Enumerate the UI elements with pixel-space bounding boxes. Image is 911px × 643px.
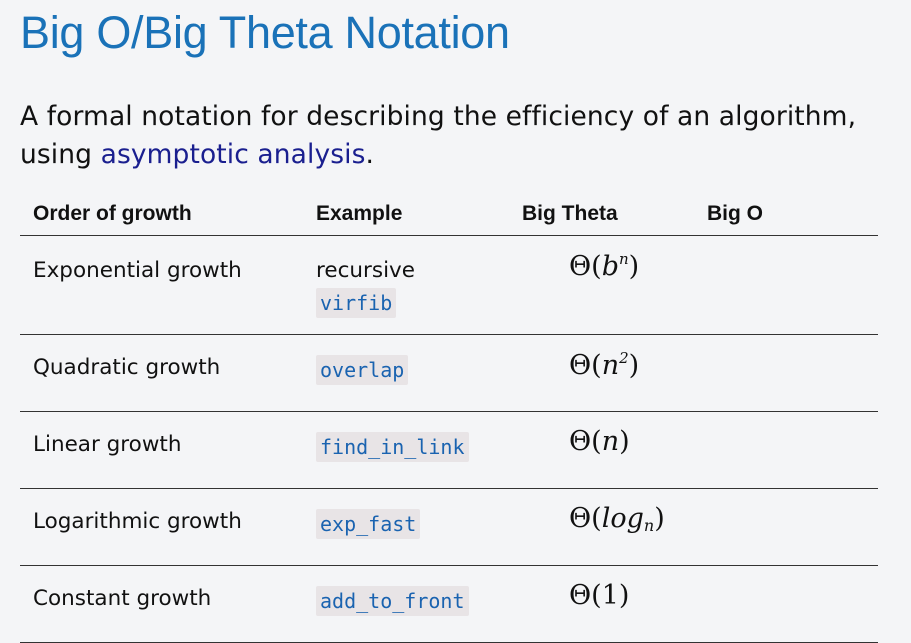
theta-close-paren: ) bbox=[628, 350, 640, 381]
intro-paragraph: A formal notation for describing the eff… bbox=[20, 98, 900, 174]
theta-symbol: Θ bbox=[569, 580, 592, 611]
table-row: Quadratic growth overlap Θ(n2) bbox=[20, 334, 878, 412]
order-cell: Logarithmic growth bbox=[20, 488, 303, 566]
table-row: Linear growth find_in_link Θ(n) bbox=[20, 411, 878, 489]
big-theta-cell: Θ(logn) bbox=[509, 488, 694, 566]
intro-text: A formal notation for describing the eff… bbox=[20, 101, 857, 170]
theta-close-paren: ) bbox=[619, 426, 630, 457]
header-example: Example bbox=[303, 192, 509, 236]
example-code: add_to_front bbox=[316, 586, 469, 616]
example-code: find_in_link bbox=[316, 432, 469, 462]
theta-open-paren: ( bbox=[591, 350, 602, 381]
order-cell: Constant growth bbox=[20, 565, 303, 643]
example-cell: exp_fast bbox=[303, 488, 509, 566]
big-theta-cell: Θ(n2) bbox=[509, 334, 694, 412]
theta-open-paren: ( bbox=[591, 503, 602, 534]
big-o-cell bbox=[694, 411, 878, 489]
theta-base: log bbox=[601, 503, 644, 534]
header-order: Order of growth bbox=[20, 192, 303, 236]
table-body: Exponential growth recursive virfib Θ(bn) Qu… bbox=[20, 235, 878, 643]
big-o-cell bbox=[694, 488, 878, 566]
theta-symbol: Θ bbox=[569, 251, 592, 282]
order-cell: Linear growth bbox=[20, 411, 303, 489]
theta-close-paren: ) bbox=[628, 251, 640, 282]
example-code: overlap bbox=[316, 355, 409, 385]
big-theta-cell: Θ(n) bbox=[509, 411, 694, 489]
big-o-cell bbox=[694, 565, 878, 643]
theta-superscript: n bbox=[618, 250, 629, 268]
example-code: virfib bbox=[316, 288, 397, 318]
theta-open-paren: ( bbox=[591, 251, 602, 282]
big-theta-cell: Θ(bn) bbox=[509, 235, 694, 335]
theta-base: n bbox=[601, 350, 620, 381]
theta-symbol: Θ bbox=[569, 350, 592, 381]
theta-open-paren: ( bbox=[591, 580, 602, 611]
table-row: Constant growth add_to_front Θ(1) bbox=[20, 565, 878, 643]
big-o-cell bbox=[694, 235, 878, 335]
example-cell: recursive virfib bbox=[303, 235, 509, 335]
theta-base: 1 bbox=[601, 580, 619, 611]
big-theta-cell: Θ(1) bbox=[509, 565, 694, 643]
header-big-o: Big O bbox=[694, 192, 878, 236]
intro-period: . bbox=[365, 139, 375, 170]
theta-close-paren: ) bbox=[618, 580, 630, 611]
table-header-row: Order of growth Example Big Theta Big O bbox=[20, 192, 878, 236]
table-row: Exponential growth recursive virfib Θ(bn) bbox=[20, 235, 878, 335]
theta-open-paren: ( bbox=[591, 426, 602, 457]
header-big-theta: Big Theta bbox=[509, 192, 694, 236]
theta-symbol: Θ bbox=[569, 503, 592, 534]
order-cell: Quadratic growth bbox=[20, 334, 303, 412]
theta-superscript: 2 bbox=[619, 349, 629, 367]
table-row: Logarithmic growth exp_fast Θ(logn) bbox=[20, 488, 878, 566]
example-cell: overlap bbox=[303, 334, 509, 412]
theta-base: b bbox=[601, 251, 619, 282]
example-code: exp_fast bbox=[316, 509, 421, 539]
theta-base: n bbox=[601, 426, 620, 457]
theta-symbol: Θ bbox=[569, 426, 592, 457]
theta-close-paren: ) bbox=[654, 503, 665, 534]
order-cell: Exponential growth bbox=[20, 235, 303, 335]
growth-table: Order of growth Example Big Theta Big O … bbox=[20, 192, 878, 643]
big-o-cell bbox=[694, 334, 878, 412]
page-title: Big O/Big Theta Notation bbox=[20, 7, 510, 58]
asymptotic-analysis-link[interactable]: asymptotic analysis bbox=[100, 139, 366, 170]
example-cell: add_to_front bbox=[303, 565, 509, 643]
example-cell: find_in_link bbox=[303, 411, 509, 489]
theta-subscript: n bbox=[643, 516, 655, 535]
example-text: recursive bbox=[316, 258, 416, 283]
